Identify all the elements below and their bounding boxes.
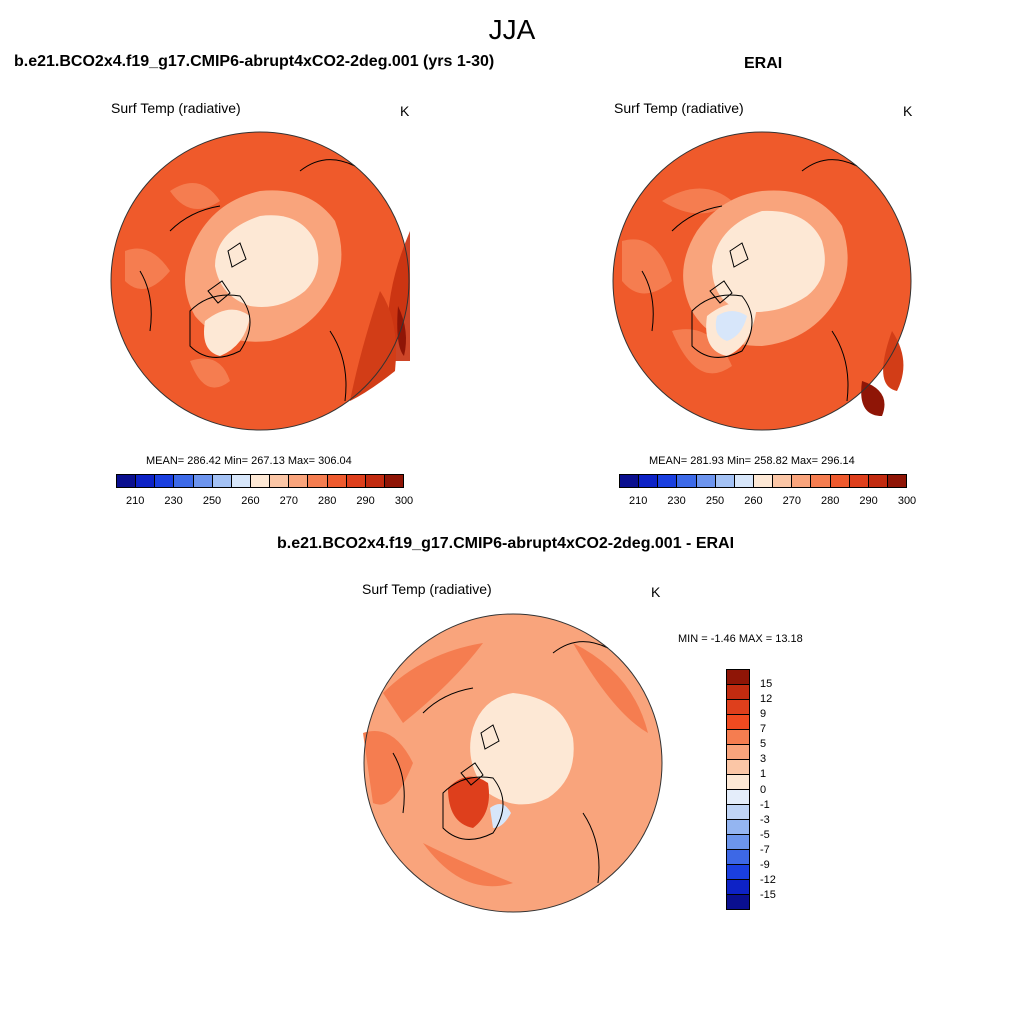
colorbar-swatch [727,760,749,775]
main-title: JJA [488,14,536,45]
colorbar-tick-label: 260 [744,495,763,507]
colorbar-tick-label: -5 [760,828,770,841]
colorbar-swatch [727,685,749,700]
colorbar-swatch [384,475,404,487]
colorbar-swatch [155,475,175,487]
model-variable-label: Surf Temp (radiative) [111,100,241,116]
colorbar-tick-label: 280 [318,495,337,507]
colorbar-tick-label: 15 [760,678,773,691]
colorbar-swatch [696,475,716,487]
colorbar-swatch [727,820,749,835]
colorbar-swatch [658,475,678,487]
colorbar-tick-label: 300 [394,495,414,507]
diff-unit-label: K [651,584,661,600]
colorbar-swatch [868,475,888,487]
colorbar-tick-label: 250 [705,495,725,507]
obs-colorbar-labels: 210 230 250 260 270 280 290 300 [619,495,916,509]
colorbar-tick-label: -9 [760,858,770,871]
colorbar-swatch [727,700,749,715]
colorbar-swatch [250,475,271,487]
obs-variable-label: Surf Temp (radiative) [614,100,744,116]
colorbar-tick-label: 0 [760,783,767,796]
colorbar-tick-label: 250 [202,495,222,507]
model-colorbar [116,474,404,488]
obs-colorbar [619,474,907,488]
colorbar-swatch [620,475,640,487]
colorbar-swatch [174,475,194,487]
colorbar-tick-label: 300 [897,495,917,507]
colorbar-swatch [727,715,749,730]
colorbar-tick-label: 230 [667,495,686,507]
colorbar-swatch [117,475,137,487]
colorbar-swatch [289,475,309,487]
colorbar-tick-label: 230 [164,495,183,507]
colorbar-tick-label: 7 [760,723,767,736]
colorbar-swatch [727,865,749,880]
colorbar-swatch [727,730,749,745]
colorbar-tick-label: 9 [760,708,767,721]
colorbar-swatch [727,670,749,685]
colorbar-swatch [193,475,213,487]
colorbar-swatch [346,475,366,487]
diff-colorbar-labels: 15 12 9 7 5 3 1 0 -1 -3 -5 -7 -9 -12 -15 [760,669,800,910]
colorbar-swatch [365,475,385,487]
colorbar-swatch [792,475,812,487]
colorbar-tick-label: 270 [782,495,801,507]
obs-panel-title: ERAI [744,55,783,72]
colorbar-swatch [734,475,754,487]
colorbar-tick-label: 290 [859,495,878,507]
colorbar-tick-label: -12 [760,873,776,886]
colorbar-swatch [727,895,749,909]
colorbar-tick-label: 210 [126,495,145,507]
colorbar-swatch [773,475,793,487]
colorbar-swatch [727,835,749,850]
colorbar-tick-label: -15 [760,888,776,901]
colorbar-swatch [308,475,328,487]
colorbar-swatch [231,475,251,487]
colorbar-tick-label: 290 [356,495,375,507]
colorbar-tick-label: -1 [760,798,770,811]
colorbar-swatch [830,475,850,487]
colorbar-swatch [753,475,774,487]
colorbar-swatch [677,475,697,487]
colorbar-tick-label: 3 [760,753,767,766]
colorbar-swatch [849,475,869,487]
colorbar-tick-label: 280 [821,495,840,507]
colorbar-swatch [887,475,907,487]
obs-unit-label: K [903,103,913,119]
model-colorbar-labels: 210 230 250 260 270 280 290 300 [116,495,413,509]
diff-colorbar [726,669,750,910]
obs-polar-map [612,131,912,431]
colorbar-swatch [327,475,347,487]
colorbar-swatch [727,805,749,820]
diff-stats: MIN = -1.46 MAX = 13.18 [678,633,803,645]
colorbar-tick-label: -3 [760,813,770,826]
colorbar-swatch [727,775,749,790]
colorbar-swatch [727,880,749,895]
colorbar-swatch [212,475,232,487]
colorbar-swatch [727,745,749,760]
model-panel-title: b.e21.BCO2x4.f19_g17.CMIP6-abrupt4xCO2-2… [14,53,495,70]
diff-panel-title: b.e21.BCO2x4.f19_g17.CMIP6-abrupt4xCO2-2… [277,535,735,552]
colorbar-tick-label: -7 [760,843,770,856]
colorbar-tick-label: 1 [760,768,767,781]
model-stats: MEAN= 286.42 Min= 267.13 Max= 306.04 [146,455,352,467]
colorbar-swatch [639,475,659,487]
model-polar-map [110,131,410,431]
diff-polar-map [363,613,663,913]
colorbar-swatch [136,475,156,487]
colorbar-tick-label: 260 [241,495,260,507]
colorbar-swatch [727,790,749,805]
colorbar-swatch [727,850,749,865]
diff-variable-label: Surf Temp (radiative) [362,581,492,597]
colorbar-swatch [715,475,735,487]
colorbar-tick-label: 270 [279,495,298,507]
obs-stats: MEAN= 281.93 Min= 258.82 Max= 296.14 [649,455,855,467]
colorbar-swatch [811,475,831,487]
model-unit-label: K [400,103,410,119]
colorbar-tick-label: 12 [760,693,773,706]
colorbar-tick-label: 210 [629,495,648,507]
colorbar-tick-label: 5 [760,738,767,751]
colorbar-swatch [270,475,290,487]
